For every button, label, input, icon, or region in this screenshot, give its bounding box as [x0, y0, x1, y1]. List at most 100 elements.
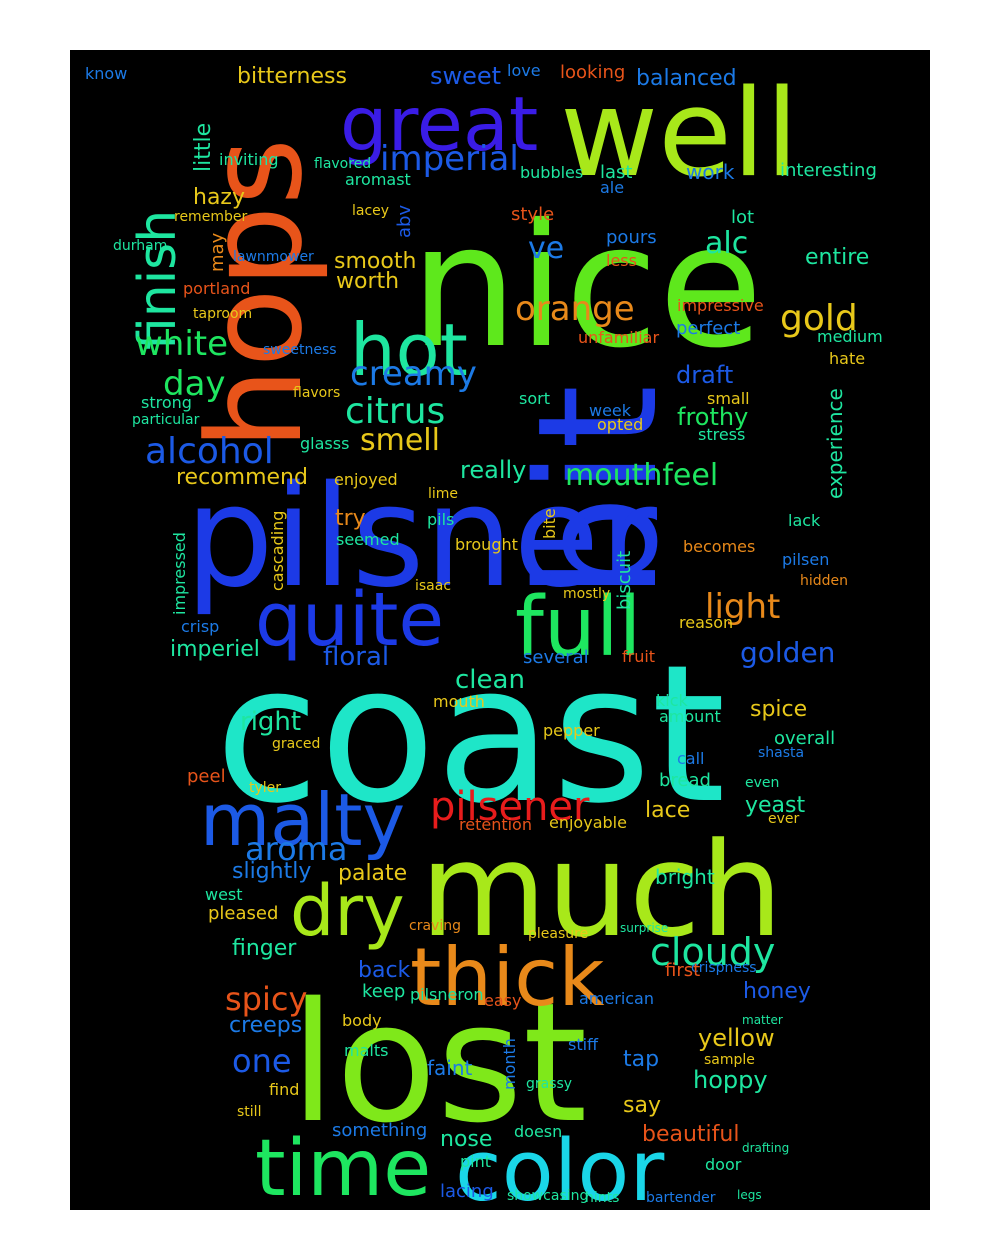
cloud-word: cloudy — [650, 930, 775, 974]
cloud-word: week — [589, 401, 632, 420]
cloud-word: try — [335, 506, 366, 531]
cloud-word: remember — [174, 209, 247, 225]
cloud-word: nice — [410, 188, 763, 386]
cloud-word: interesting — [780, 160, 877, 181]
cloud-word: tyler — [249, 780, 281, 796]
cloud-word: beautiful — [642, 1122, 739, 1147]
cloud-word: door — [705, 1155, 742, 1174]
cloud-word: pleasure — [528, 926, 588, 942]
cloud-word: cascading — [268, 511, 287, 591]
cloud-word: lot — [731, 207, 754, 228]
cloud-word: enjoyed — [334, 470, 398, 489]
cloud-word: small — [707, 389, 750, 408]
cloud-word: work — [686, 160, 735, 184]
cloud-word: body — [342, 1011, 382, 1030]
cloud-word: perfect — [676, 318, 740, 339]
cloud-word: bartender — [646, 1190, 716, 1206]
cloud-word: time — [255, 1124, 431, 1214]
cloud-word: hints — [585, 1190, 619, 1206]
cloud-word: hot — [350, 308, 468, 392]
cloud-word: slightly — [232, 859, 311, 884]
cloud-background — [70, 50, 930, 1210]
cloud-word: still — [237, 1104, 261, 1120]
cloud-word: impressed — [170, 532, 189, 615]
cloud-word: yellow — [698, 1024, 775, 1052]
cloud-word: several — [523, 647, 589, 668]
cloud-word: yeast — [745, 793, 805, 818]
cloud-word: hazy — [193, 185, 245, 210]
cloud-word: retention — [459, 815, 532, 834]
cloud-word: lime — [428, 486, 458, 502]
cloud-word: lost — [290, 967, 587, 1159]
cloud-word: recommend — [176, 465, 308, 490]
cloud-word: isaac — [415, 578, 451, 594]
cloud-word: really — [460, 456, 526, 484]
cloud-word: pilsneron — [410, 985, 484, 1004]
cloud-word: biscuit — [614, 551, 635, 610]
cloud-word: particular — [132, 412, 200, 428]
cloud-word: flavors — [293, 385, 340, 401]
cloud-word: coast — [215, 624, 726, 845]
cloud-word: reason — [679, 613, 733, 632]
cloud-word: pilsener — [430, 784, 590, 830]
cloud-word: american — [579, 989, 654, 1008]
cloud-word: looking — [560, 62, 625, 83]
cloud-word: right — [240, 707, 301, 737]
cloud-word: lawnmower — [233, 249, 314, 265]
cloud-word: entire — [805, 245, 869, 270]
cloud-word: experience — [823, 388, 847, 499]
cloud-word: taproom — [193, 306, 252, 322]
cloud-word: first — [665, 960, 700, 981]
cloud-word: sweetness — [263, 342, 337, 358]
cloud-word: stiff — [568, 1035, 599, 1054]
cloud-word: craving — [409, 918, 461, 934]
cloud-word: shasta — [758, 745, 804, 761]
cloud-word: light — [705, 587, 780, 627]
cloud-word: pours — [606, 227, 657, 248]
cloud-word: hidden — [800, 573, 848, 589]
cloud-word: seemed — [336, 530, 400, 549]
cloud-word: grassy — [526, 1076, 572, 1092]
cloud-word: malty — [200, 778, 405, 862]
cloud-word: imperiel — [170, 637, 260, 662]
cloud-word: glasss — [300, 434, 349, 453]
cloud-word: back — [358, 958, 411, 983]
cloud-word: find — [269, 1080, 299, 1099]
cloud-word: smooth — [334, 249, 416, 274]
cloud-word: day — [163, 364, 226, 404]
cloud-word: crispness — [691, 960, 757, 976]
cloud-word: thick — [410, 931, 605, 1024]
cloud-word: little — [191, 123, 216, 172]
cloud-word: malts — [344, 1041, 388, 1060]
cloud-word: aromast — [345, 170, 411, 189]
cloud-word: color — [455, 1122, 664, 1221]
cloud-word: month — [500, 1038, 519, 1090]
cloud-word: lace — [645, 798, 690, 823]
cloud-word: may — [207, 232, 228, 272]
cloud-word: draft — [676, 361, 733, 389]
cloud-word: smell — [360, 423, 440, 458]
cloud-word: kick — [656, 691, 689, 710]
cloud-word: pleased — [208, 903, 278, 924]
cloud-word: surprise — [620, 921, 668, 935]
cloud-word: clean — [455, 665, 525, 695]
cloud-word: even — [745, 775, 779, 791]
cloud-word: love — [507, 61, 541, 80]
cloud-word: ever — [768, 811, 800, 827]
cloud-word: impressive — [677, 296, 764, 315]
cloud-word: tap — [623, 1047, 659, 1072]
cloud-word: ale — [600, 178, 624, 197]
cloud-word: bright — [655, 865, 715, 889]
cloud-word: bit — [502, 385, 694, 600]
cloud-word: west — [205, 885, 243, 904]
cloud-word: mouth — [433, 692, 485, 711]
cloud-word: brought — [455, 535, 518, 554]
cloud-word: finger — [232, 936, 297, 961]
cloud-word: pils — [427, 510, 454, 529]
cloud-word: matter — [742, 1013, 783, 1027]
cloud-word: durham — [113, 238, 167, 254]
cloud-word: call — [677, 749, 705, 768]
cloud-word: strong — [141, 393, 192, 412]
cloud-word: less — [606, 251, 637, 270]
